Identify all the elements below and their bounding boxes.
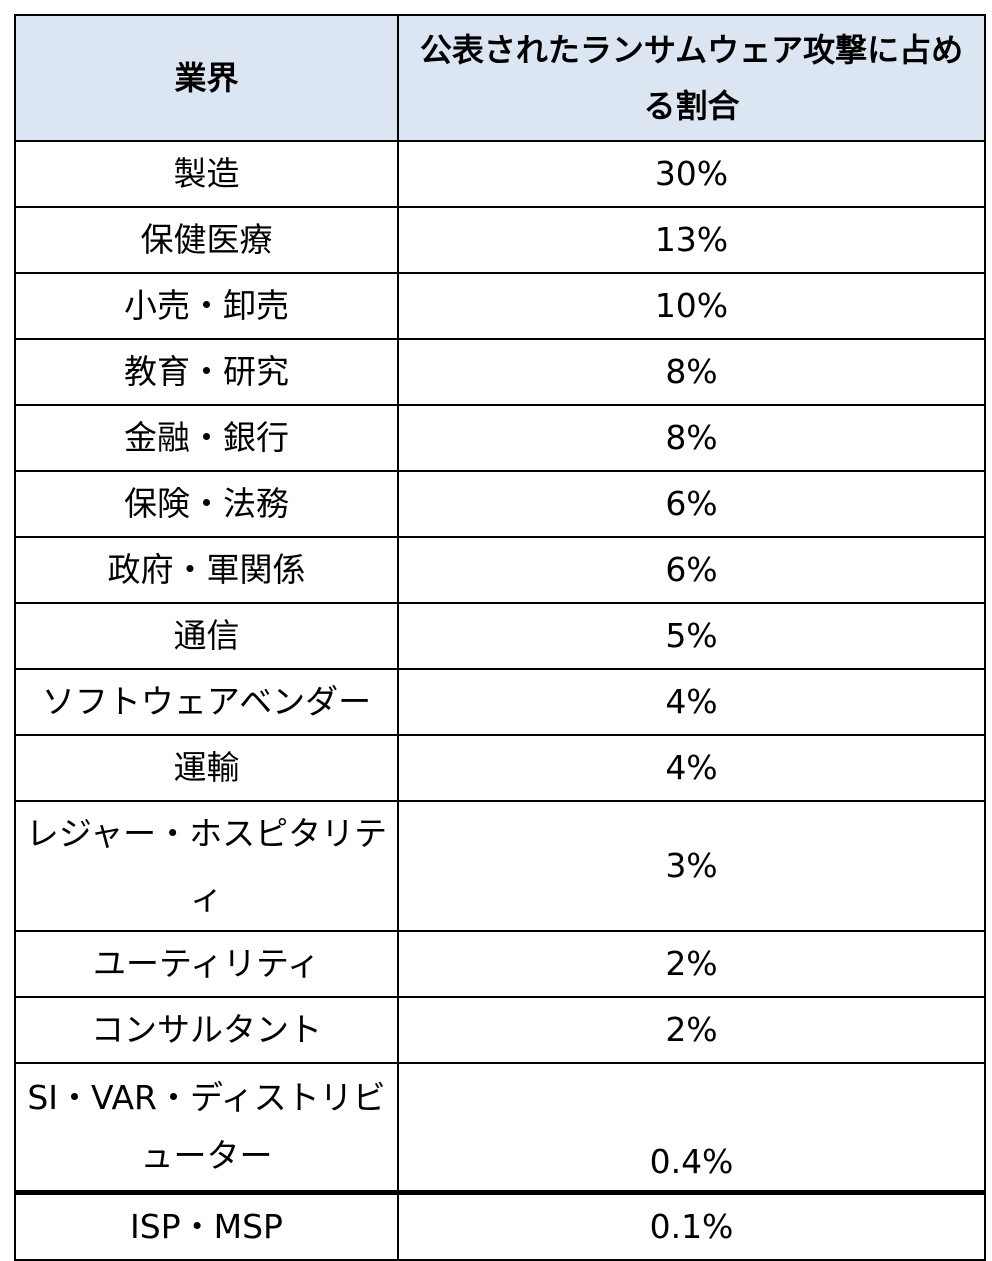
- industry-cell: 保健医療: [14, 206, 399, 274]
- share-cell: 2%: [397, 996, 986, 1064]
- share-cell: 5%: [397, 602, 986, 670]
- table-row: ISP・MSP 0.1%: [14, 1190, 986, 1261]
- table-row: SI・VAR・ディストリビューター 0.4%: [14, 1062, 986, 1194]
- share-cell: 0.1%: [397, 1190, 986, 1261]
- industry-share-table: 業界 公表されたランサムウェア攻撃に占める割合 製造 30% 保健医療 13% …: [14, 14, 986, 1261]
- table-row: 通信 5%: [14, 602, 986, 670]
- table-row: コンサルタント 2%: [14, 996, 986, 1064]
- table-row: 製造 30%: [14, 140, 986, 208]
- industry-cell: 教育・研究: [14, 338, 399, 406]
- industry-cell: 政府・軍関係: [14, 536, 399, 604]
- industry-cell: 運輸: [14, 734, 399, 802]
- table-row: ユーティリティ 2%: [14, 930, 986, 998]
- industry-cell: ソフトウェアベンダー: [14, 668, 399, 736]
- table-row: 保険・法務 6%: [14, 470, 986, 538]
- share-cell: 2%: [397, 930, 986, 998]
- share-cell: 6%: [397, 536, 986, 604]
- industry-cell: 小売・卸売: [14, 272, 399, 340]
- share-cell: 4%: [397, 668, 986, 736]
- industry-cell: レジャー・ホスピタリティ: [14, 800, 399, 932]
- table-row: 保健医療 13%: [14, 206, 986, 274]
- industry-cell: 通信: [14, 602, 399, 670]
- table-row: レジャー・ホスピタリティ 3%: [14, 800, 986, 932]
- table-row: ソフトウェアベンダー 4%: [14, 668, 986, 736]
- share-cell: 4%: [397, 734, 986, 802]
- industry-cell: 製造: [14, 140, 399, 208]
- industry-cell: SI・VAR・ディストリビューター: [14, 1062, 399, 1194]
- share-cell: 0.4%: [397, 1062, 986, 1194]
- share-cell: 8%: [397, 338, 986, 406]
- table-row: 金融・銀行 8%: [14, 404, 986, 472]
- header-share: 公表されたランサムウェア攻撃に占める割合: [397, 14, 986, 142]
- header-industry: 業界: [14, 14, 399, 142]
- share-cell: 30%: [397, 140, 986, 208]
- industry-share-table-container: 業界 公表されたランサムウェア攻撃に占める割合 製造 30% 保健医療 13% …: [14, 14, 986, 1261]
- share-cell: 3%: [397, 800, 986, 932]
- table-row: 教育・研究 8%: [14, 338, 986, 406]
- table-row: 運輸 4%: [14, 734, 986, 802]
- share-cell: 8%: [397, 404, 986, 472]
- table-row: 政府・軍関係 6%: [14, 536, 986, 604]
- share-cell: 13%: [397, 206, 986, 274]
- industry-cell: コンサルタント: [14, 996, 399, 1064]
- industry-cell: 金融・銀行: [14, 404, 399, 472]
- table-row: 小売・卸売 10%: [14, 272, 986, 340]
- share-cell: 6%: [397, 470, 986, 538]
- table-header-row: 業界 公表されたランサムウェア攻撃に占める割合: [14, 14, 986, 142]
- share-cell: 10%: [397, 272, 986, 340]
- industry-cell: 保険・法務: [14, 470, 399, 538]
- industry-cell: ユーティリティ: [14, 930, 399, 998]
- industry-cell: ISP・MSP: [14, 1190, 399, 1261]
